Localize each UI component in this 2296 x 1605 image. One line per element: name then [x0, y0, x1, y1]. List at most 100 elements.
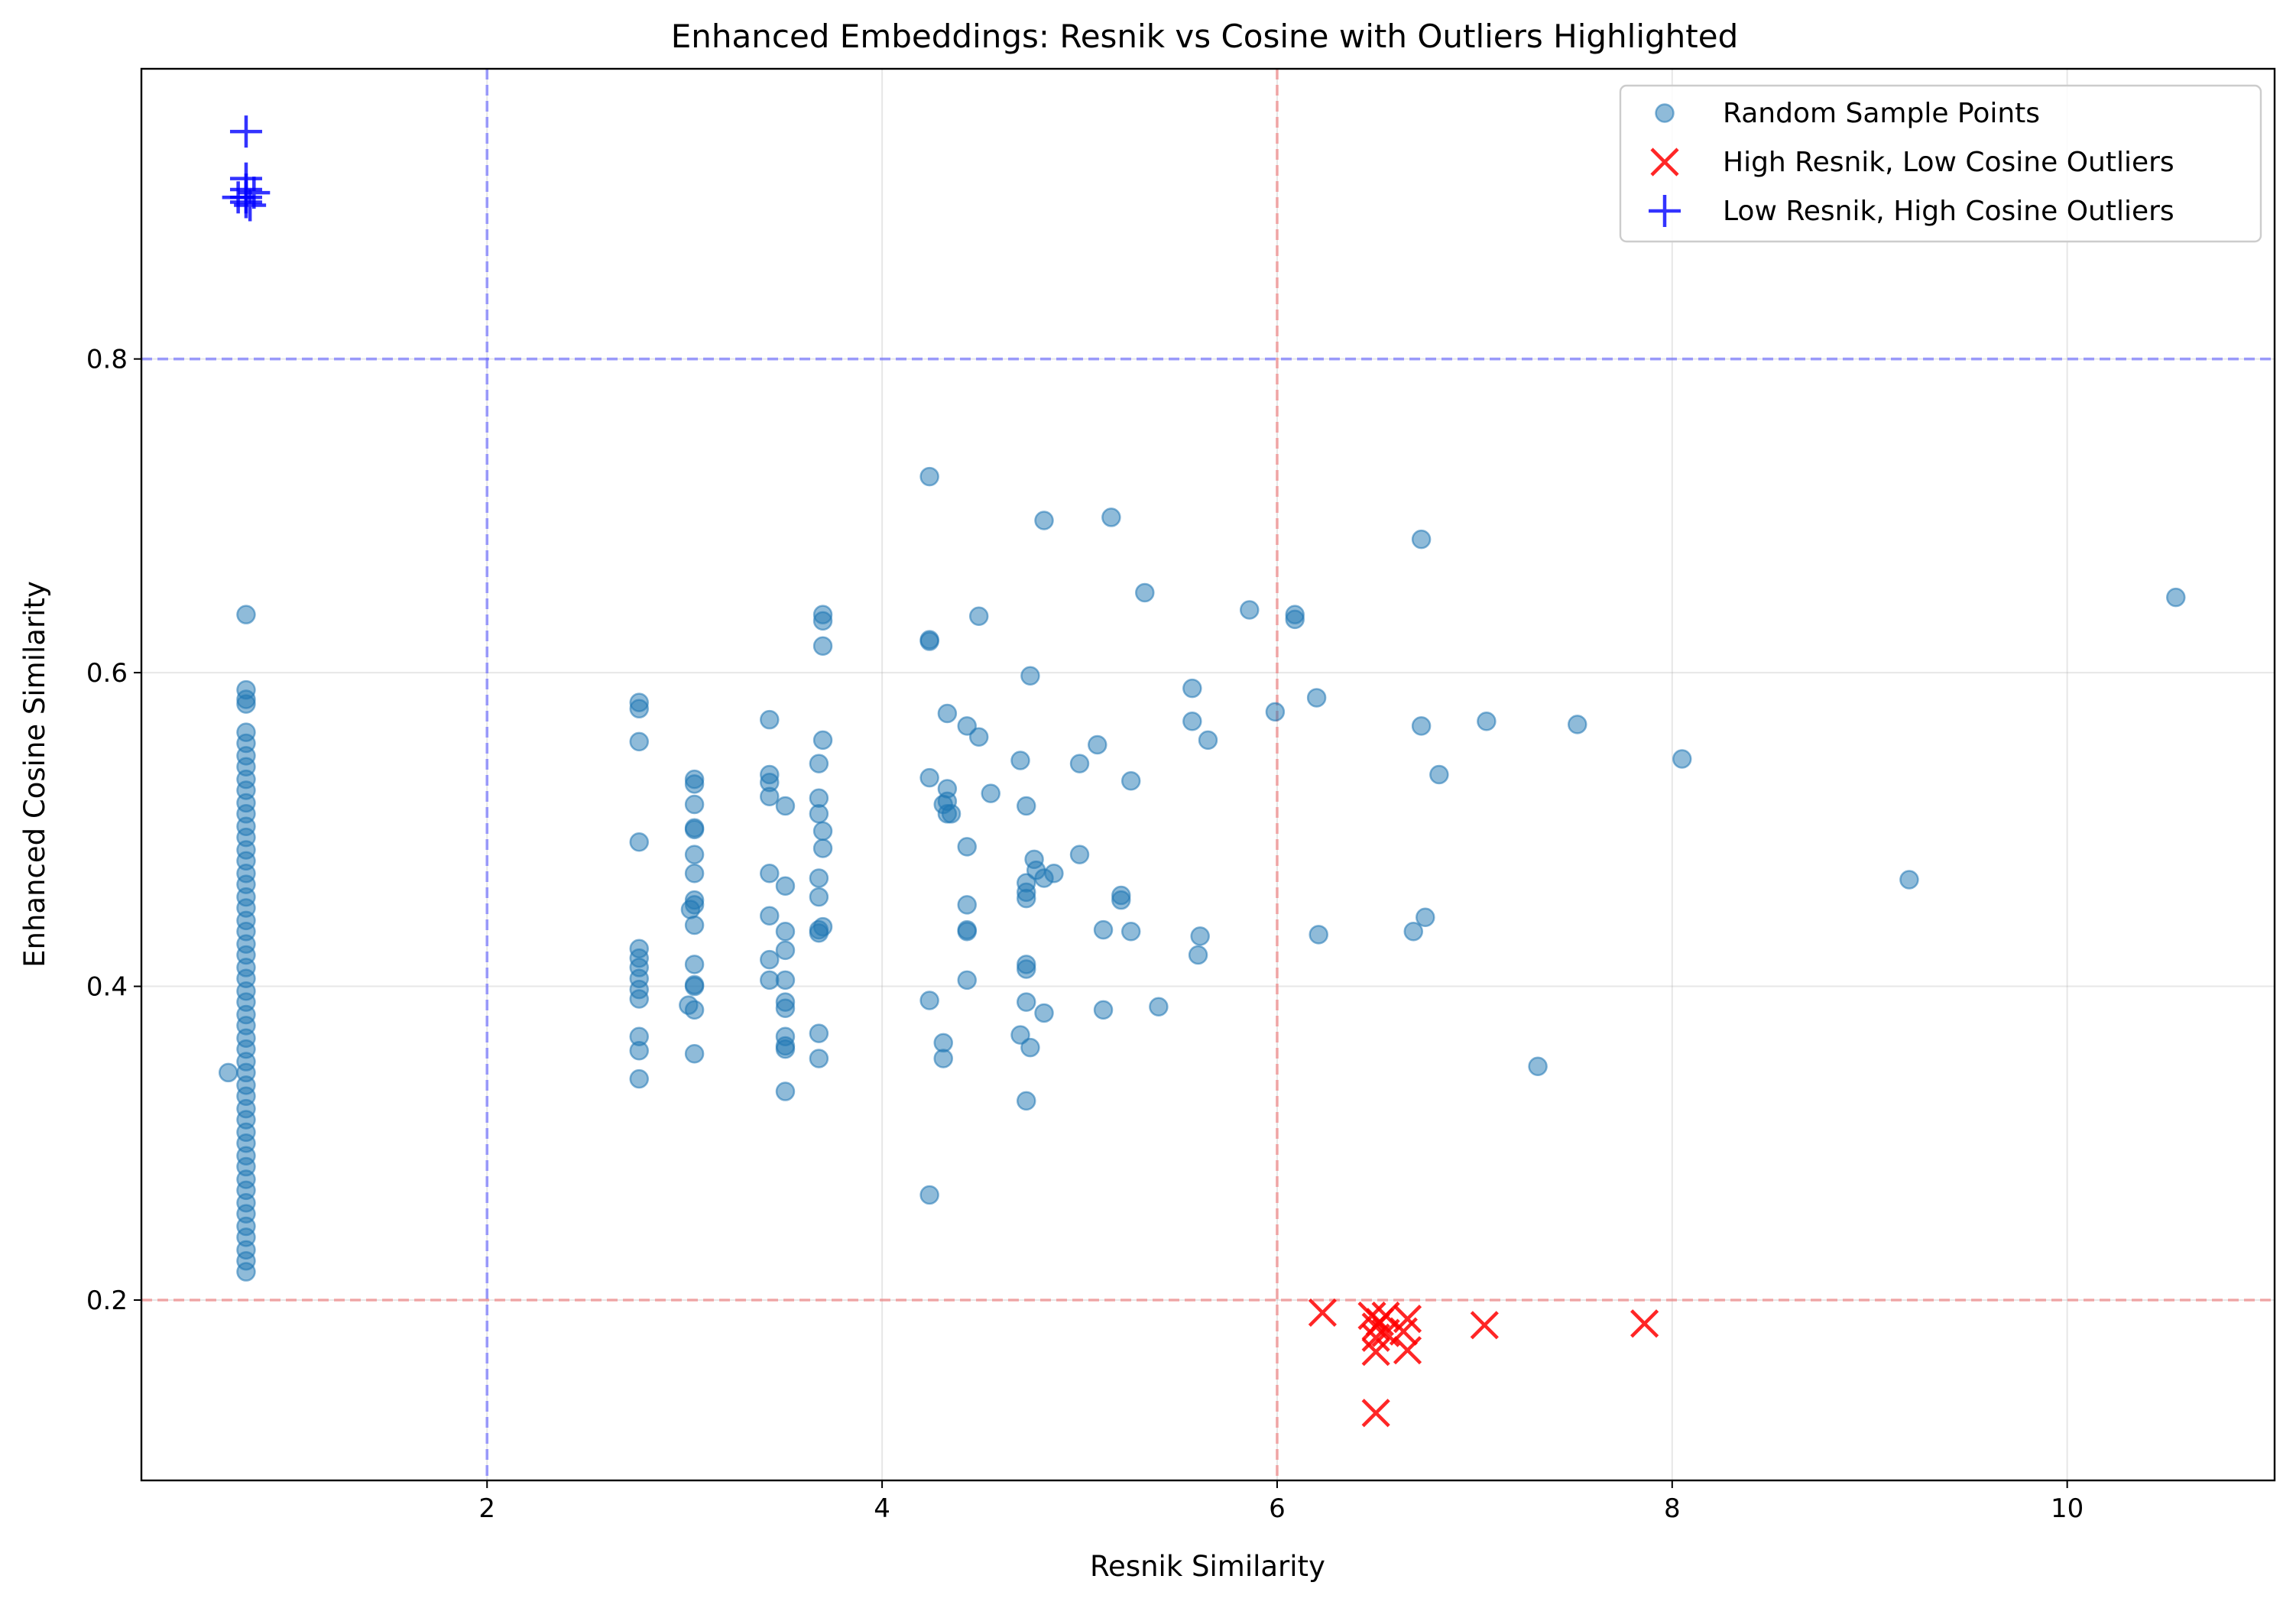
- sample-point: [1044, 864, 1064, 884]
- sample-point: [919, 991, 939, 1010]
- sample-point: [1411, 529, 1432, 550]
- sample-point: [629, 699, 649, 719]
- sample-point: [937, 703, 958, 724]
- sample-point: [629, 989, 649, 1009]
- sample-point: [629, 1068, 649, 1089]
- x-axis-label: Resnik Similarity: [1090, 1550, 1325, 1583]
- sample-point: [1182, 711, 1202, 731]
- sample-point: [1093, 919, 1114, 940]
- sample-point: [1899, 870, 1919, 890]
- sample-point: [629, 832, 649, 852]
- axis-ticks: 2 4 6 8 10 0.2 0.4 0.6 0.8: [86, 345, 2084, 1524]
- high-resnik-outlier-point: [1630, 1309, 1659, 1338]
- sample-point: [1101, 507, 1121, 527]
- sample-point: [760, 949, 780, 970]
- sample-point: [957, 716, 977, 736]
- legend-symbol: [1650, 148, 1679, 177]
- x-tick-label: 6: [1269, 1493, 1286, 1524]
- y-tick-label: 0.4: [86, 972, 128, 1003]
- sample-point: [684, 845, 705, 864]
- x-tick-label: 4: [874, 1493, 890, 1524]
- sample-point: [812, 838, 833, 858]
- sample-point: [680, 900, 701, 919]
- sample-point: [1190, 926, 1210, 946]
- sample-point: [218, 1062, 238, 1083]
- sample-point: [1016, 1091, 1036, 1111]
- sample-point: [1020, 1037, 1040, 1058]
- sample-point: [919, 631, 939, 651]
- legend-label-low-resnik-outliers: Low Resnik, High Cosine Outliers: [1723, 196, 2174, 227]
- sample-point: [1265, 702, 1286, 722]
- sample-point: [1182, 678, 1202, 699]
- plot-frame: [140, 67, 2276, 1482]
- sample-point: [775, 1081, 796, 1101]
- high-resnik-outlier-point: [1308, 1298, 1337, 1328]
- sample-point: [957, 970, 977, 991]
- sample-point: [1120, 921, 1141, 942]
- sample-point: [1010, 751, 1030, 770]
- sample-point: [1120, 770, 1141, 791]
- low-resnik-outlier-point: [234, 189, 267, 222]
- sample-point: [1285, 609, 1305, 630]
- sample-point: [684, 976, 705, 997]
- legend-label-high-resnik-outliers: High Resnik, Low Cosine Outliers: [1723, 147, 2174, 178]
- sample-point: [760, 864, 780, 884]
- sample-point: [1309, 925, 1328, 945]
- sample-point: [812, 636, 833, 656]
- sample-point: [236, 679, 256, 700]
- x-tick-label: 8: [1664, 1493, 1681, 1524]
- sample-point: [684, 1044, 705, 1064]
- data-points: [218, 115, 2186, 1428]
- sample-point: [941, 804, 962, 824]
- sample-point: [809, 804, 829, 824]
- y-tick-label: 0.2: [86, 1286, 128, 1316]
- sample-point: [684, 794, 705, 815]
- sample-point: [1672, 749, 1692, 769]
- sample-point: [760, 709, 780, 730]
- sample-point: [1528, 1056, 1548, 1076]
- sample-point: [775, 876, 796, 896]
- sample-point: [775, 921, 796, 942]
- sample-point: [981, 783, 1000, 803]
- sample-point: [1069, 845, 1090, 864]
- sample-point: [1198, 730, 1218, 751]
- sample-point: [1568, 715, 1587, 734]
- sample-point: [684, 864, 705, 884]
- sample-point: [1016, 959, 1036, 979]
- sample-point: [629, 731, 649, 752]
- sample-point: [1135, 582, 1155, 603]
- sample-point: [957, 895, 977, 915]
- sample-point: [775, 998, 796, 1019]
- threshold-lines: [141, 69, 2275, 1480]
- sample-point: [236, 722, 256, 742]
- sample-point: [919, 767, 939, 788]
- sample-point: [1016, 992, 1036, 1012]
- sample-point: [809, 1023, 829, 1043]
- low-resnik-outlier-point: [238, 177, 271, 209]
- sample-point: [1016, 796, 1036, 816]
- sample-point: [775, 796, 796, 816]
- sample-point: [760, 906, 780, 926]
- sample-point: [684, 1000, 705, 1020]
- sample-point: [1429, 764, 1449, 785]
- sample-point: [775, 940, 796, 961]
- sample-point: [812, 611, 833, 631]
- high-resnik-outlier-point: [1389, 1317, 1418, 1346]
- sample-point: [1010, 1025, 1030, 1045]
- sample-point: [1477, 711, 1497, 731]
- sample-point: [1088, 734, 1107, 755]
- sample-point: [809, 754, 829, 773]
- y-tick-label: 0.6: [86, 658, 128, 689]
- sample-point: [1306, 688, 1327, 708]
- legend-box: [1619, 84, 2262, 243]
- sample-point: [1034, 511, 1054, 530]
- high-resnik-outlier-point: [1361, 1399, 1390, 1428]
- sample-point: [919, 466, 939, 487]
- high-resnik-outlier-point: [1393, 1336, 1422, 1365]
- x-tick-label: 2: [478, 1493, 495, 1524]
- sample-point: [684, 818, 705, 838]
- sample-point: [2166, 587, 2186, 608]
- sample-point: [812, 821, 833, 841]
- sample-point: [775, 970, 796, 991]
